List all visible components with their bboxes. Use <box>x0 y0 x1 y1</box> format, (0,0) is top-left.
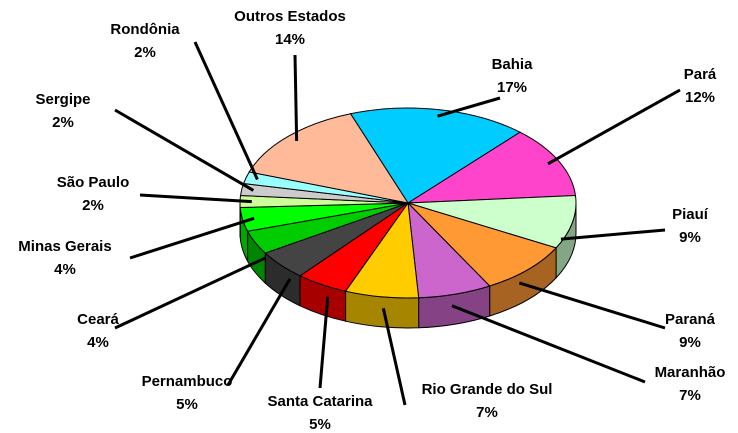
slice-label: Santa Catarina <box>267 393 373 410</box>
slice-value-label: 14% <box>275 31 305 48</box>
slice-value-label: 9% <box>679 334 701 351</box>
slice-label: Sergipe <box>35 91 90 108</box>
leader-line <box>318 296 330 389</box>
leader-line <box>451 304 646 384</box>
leader-line <box>560 228 666 241</box>
leader-line <box>518 281 666 330</box>
slice-value-label: 2% <box>82 197 104 214</box>
leader-line <box>114 108 255 192</box>
slice-value-label: 2% <box>134 44 156 61</box>
slice-label: São Paulo <box>57 174 130 191</box>
leader-line <box>547 88 681 166</box>
slice-label: Rondônia <box>110 21 180 38</box>
slice-label: Rio Grande do Sul <box>422 381 553 398</box>
slice-label: Pará <box>684 66 717 83</box>
slice-label: Bahia <box>492 56 534 73</box>
slice-value-label: 4% <box>54 261 76 278</box>
slice-value-label: 2% <box>52 114 74 131</box>
slice-value-label: 9% <box>679 229 701 246</box>
slice-side-shade <box>489 247 557 317</box>
slice-value-label: 7% <box>679 387 701 404</box>
slice <box>407 202 558 287</box>
slice-label: Ceará <box>77 311 119 328</box>
slice-side-shade <box>556 203 576 278</box>
leader-line <box>139 193 252 204</box>
slice-label: Piauí <box>672 206 709 223</box>
slice-value-label: 5% <box>309 416 331 433</box>
slice-label: Outros Estados <box>234 8 346 25</box>
leader-line <box>226 278 292 386</box>
slice-value-label: 12% <box>685 89 715 106</box>
slice-label: Paraná <box>665 311 716 328</box>
slice-value-label: 5% <box>176 396 198 413</box>
leader-line <box>193 41 259 181</box>
slice-value-label: 4% <box>87 334 109 351</box>
slice-label: Pernambuco <box>142 373 233 390</box>
slice <box>407 194 577 249</box>
leader-line <box>293 54 299 142</box>
slice-value-label: 17% <box>497 79 527 96</box>
slice-side-shade <box>247 231 266 284</box>
leader-line <box>381 307 407 406</box>
slice-side-shade <box>300 275 346 322</box>
slice-label: Minas Gerais <box>18 238 111 255</box>
leader-line <box>129 216 255 260</box>
slice-side-shade <box>265 253 301 306</box>
leader-line <box>114 256 267 330</box>
slice <box>406 131 577 204</box>
leader-line <box>437 96 501 118</box>
slice-label: Maranhão <box>655 364 726 381</box>
slice-value-label: 7% <box>476 404 498 421</box>
